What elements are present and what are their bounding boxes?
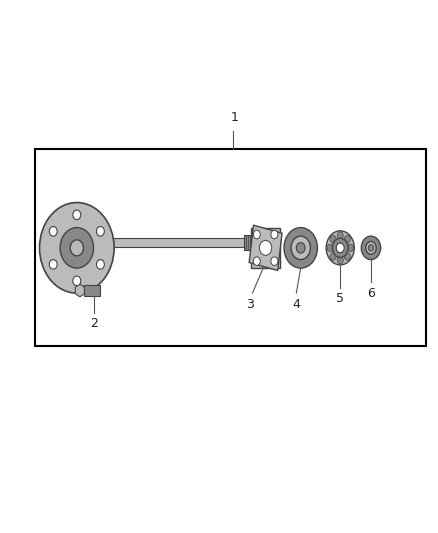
Bar [243, 235, 261, 250]
Circle shape [367, 245, 373, 251]
Circle shape [336, 232, 343, 239]
Circle shape [270, 230, 277, 239]
Circle shape [326, 244, 332, 252]
Text: 2: 2 [90, 317, 98, 330]
Polygon shape [249, 225, 281, 271]
Circle shape [70, 240, 83, 256]
Circle shape [346, 244, 353, 252]
FancyBboxPatch shape [251, 228, 279, 268]
Bar [84, 285, 100, 296]
Circle shape [96, 227, 104, 236]
Text: 6: 6 [366, 287, 374, 300]
Text: 1: 1 [230, 111, 238, 124]
Circle shape [343, 253, 350, 260]
Circle shape [336, 243, 343, 253]
Circle shape [329, 236, 336, 243]
Circle shape [259, 240, 271, 255]
Circle shape [360, 236, 380, 260]
Circle shape [39, 203, 114, 293]
Text: 3: 3 [246, 298, 254, 311]
Circle shape [253, 257, 260, 265]
Bar [110, 238, 258, 247]
Circle shape [329, 253, 336, 260]
Circle shape [49, 227, 57, 236]
Circle shape [73, 276, 81, 286]
Circle shape [332, 238, 347, 257]
Circle shape [325, 231, 353, 265]
Circle shape [60, 228, 93, 268]
Circle shape [96, 260, 104, 269]
Bar [35, 149, 425, 346]
Circle shape [49, 260, 57, 269]
Circle shape [365, 241, 375, 254]
Circle shape [343, 236, 350, 243]
Text: 5: 5 [336, 292, 343, 305]
Circle shape [270, 257, 277, 265]
Circle shape [73, 210, 81, 220]
Circle shape [283, 228, 317, 268]
Circle shape [336, 256, 343, 264]
Polygon shape [75, 284, 84, 297]
Text: 4: 4 [292, 298, 300, 311]
Circle shape [253, 230, 260, 239]
Circle shape [290, 236, 310, 260]
Circle shape [296, 243, 304, 253]
